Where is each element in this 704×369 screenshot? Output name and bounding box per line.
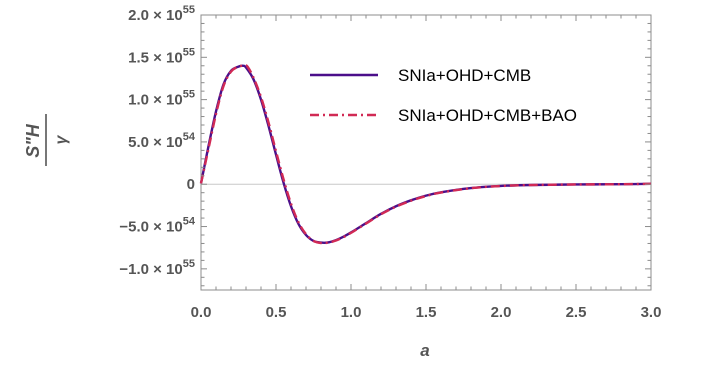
y-tick-label: 0 xyxy=(187,176,195,193)
x-tick-label: 3.0 xyxy=(641,304,662,321)
x-tick-label: 2.5 xyxy=(566,304,587,321)
y-tick-label: 1.0 × 1055 xyxy=(128,89,195,109)
y-tick-label: 5.0 × 1054 xyxy=(128,131,196,151)
y-tick-label: 2.0 × 1055 xyxy=(128,4,195,24)
legend: SNIa+OHD+CMB SNIa+OHD+CMB+BAO xyxy=(310,66,577,125)
y-axis-title: S"H γ xyxy=(23,114,70,166)
y-axis-title-numerator: S"H xyxy=(23,123,43,158)
series-line-snia-ohd-cmb xyxy=(199,64,652,245)
x-tick-label: 1.5 xyxy=(416,304,437,321)
x-tick-label: 1.0 xyxy=(341,304,362,321)
y-tick-label: 1.5 × 1055 xyxy=(128,46,195,66)
x-axis-title: a xyxy=(420,341,429,360)
x-tick-label: 0.5 xyxy=(266,304,287,321)
plot-frame xyxy=(200,14,652,291)
y-tick-label: −1.0 × 1055 xyxy=(119,258,195,278)
y-axis-title-denominator: γ xyxy=(53,134,70,144)
y-tick-label: −5.0 × 1054 xyxy=(119,216,196,236)
legend-label-snia-ohd-cmb-bao: SNIa+OHD+CMB+BAO xyxy=(398,106,577,125)
x-tick-label: 2.0 xyxy=(491,304,512,321)
legend-label-snia-ohd-cmb: SNIa+OHD+CMB xyxy=(398,66,531,85)
x-tick-label: 0.0 xyxy=(191,304,212,321)
series-line-snia-ohd-cmb-bao xyxy=(199,64,652,245)
